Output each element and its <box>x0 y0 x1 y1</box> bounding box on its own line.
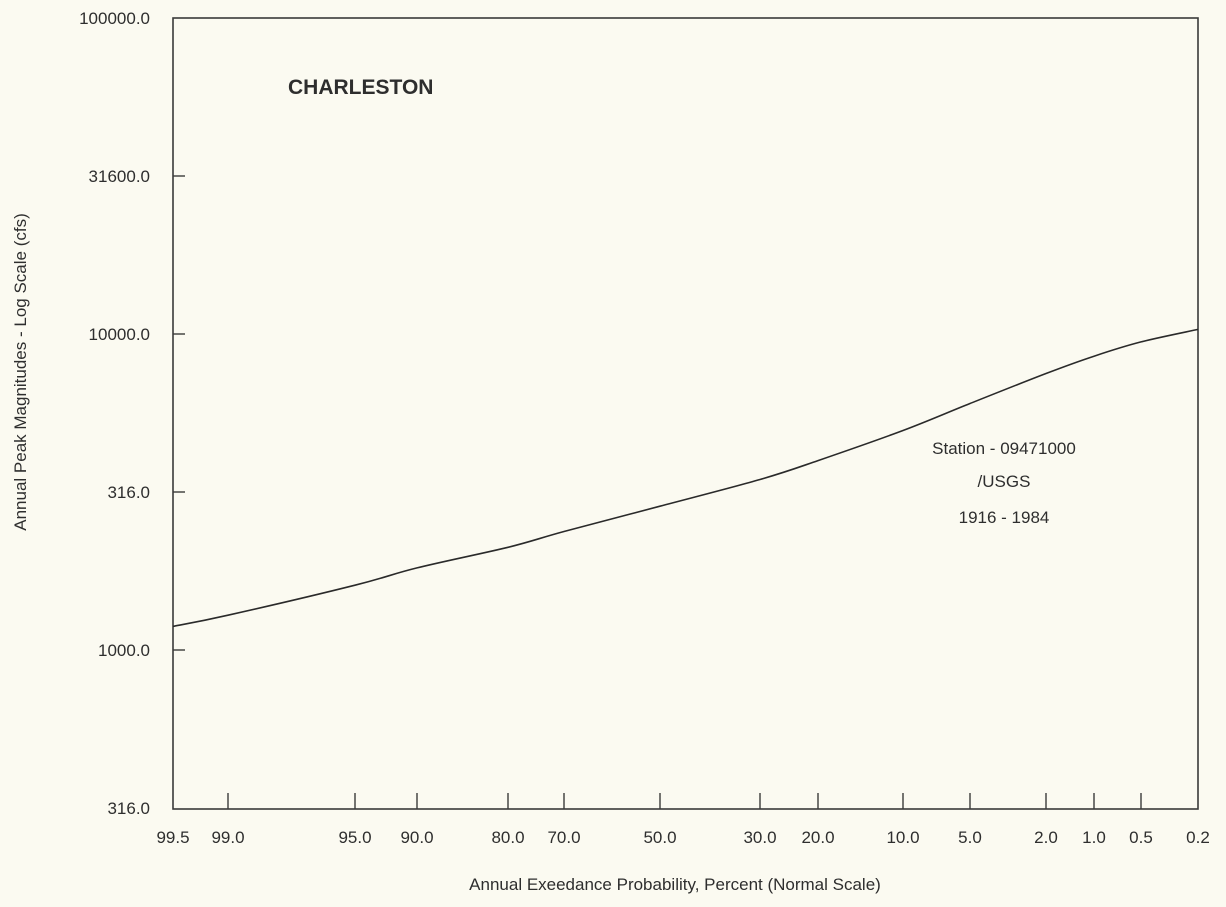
x-tick-label: 99.0 <box>211 828 244 847</box>
y-axis-title: Annual Peak Magnitudes - Log Scale (cfs) <box>11 213 30 531</box>
station-annotation-line-1: Station - 09471000 <box>932 439 1076 458</box>
y-tick-label: 100000.0 <box>79 9 150 28</box>
x-tick-label: 2.0 <box>1034 828 1058 847</box>
y-tick-label: 1000.0 <box>98 641 150 660</box>
frequency-curve <box>172 328 1199 628</box>
y-tick-label: 316.0 <box>107 483 150 502</box>
station-annotation-line-2: /USGS <box>978 472 1031 491</box>
x-tick-label: 70.0 <box>547 828 580 847</box>
plot-frame <box>172 17 1199 810</box>
x-tick-label: 0.2 <box>1186 828 1210 847</box>
x-tick-label: 50.0 <box>643 828 676 847</box>
x-tick-label: 99.5 <box>156 828 189 847</box>
y-tick-label: 316.0 <box>107 799 150 818</box>
x-tick-label: 0.5 <box>1129 828 1153 847</box>
y-tick-label: 10000.0 <box>89 325 150 344</box>
x-axis-title: Annual Exeedance Probability, Percent (N… <box>469 875 881 894</box>
x-tick-label: 20.0 <box>801 828 834 847</box>
x-tick-label: 30.0 <box>743 828 776 847</box>
x-tick-label: 80.0 <box>491 828 524 847</box>
chart-title: CHARLESTON <box>288 76 433 99</box>
x-tick-label: 90.0 <box>400 828 433 847</box>
station-annotation-line-3: 1916 - 1984 <box>959 508 1050 527</box>
x-tick-label: 10.0 <box>886 828 919 847</box>
x-axis-ticks: 99.5 99.0 95.0 90.0 80.0 70.0 50.0 30.0 20.0 10.0… <box>156 793 1210 847</box>
x-tick-label: 95.0 <box>338 828 371 847</box>
y-axis-ticks: 100000.0 31600.0 10000.0 316.0 1000.0 316.0 <box>79 9 185 818</box>
y-tick-label: 31600.0 <box>89 167 150 186</box>
x-tick-label: 1.0 <box>1082 828 1106 847</box>
x-tick-label: 5.0 <box>958 828 982 847</box>
